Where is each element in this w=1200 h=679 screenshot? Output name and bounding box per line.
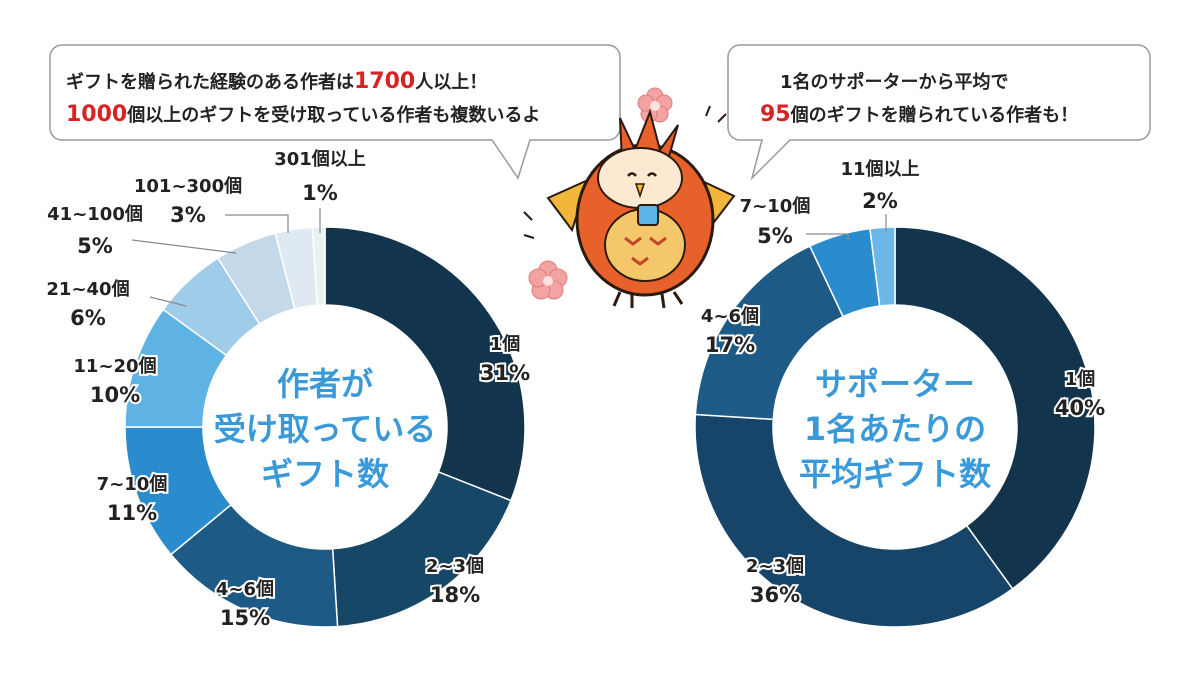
orange-owl-mascot-icon — [523, 87, 736, 309]
label-leader-line — [806, 233, 849, 241]
slice-category-label: 11~20個 — [73, 356, 156, 377]
slice-percent-label: 10% — [90, 383, 140, 407]
slice-percent-label: 40% — [1055, 396, 1105, 420]
slice-category-label: 301個以上 — [274, 149, 366, 170]
slice-percent-label: 18% — [430, 583, 480, 607]
slice-percent-label: 2% — [862, 189, 898, 213]
donut-center-title: 平均ギフト数 — [799, 455, 992, 493]
left-speech-bubble: ギフトを贈られた経験のある作者は1700人以上！ 1000個以上のギフトを受け取… — [49, 44, 621, 180]
slice-percent-label: 6% — [70, 306, 106, 330]
pink-flower-icon — [637, 87, 673, 123]
right-callout-line1: 1名のサポーターから平均で — [780, 71, 1009, 93]
slice-category-label: 101~300個 — [134, 176, 242, 197]
slice-category-label: 21~40個 — [46, 279, 129, 300]
left-callout-line2: 1000個以上のギフトを受け取っている作者も複数いるよ — [66, 102, 540, 127]
slice-percent-label: 5% — [757, 224, 793, 248]
label-leader-line — [131, 239, 237, 254]
donut-slice — [311, 226, 326, 307]
slice-category-label: 2~3個 — [746, 556, 804, 577]
slice-percent-label: 11% — [107, 501, 157, 525]
donut-center-title: 受け取っている — [214, 410, 436, 448]
slice-category-label: 4~6個 — [216, 579, 274, 600]
label-leader-line — [225, 214, 289, 233]
label-leader-line — [149, 296, 187, 307]
donut-slice — [694, 413, 1014, 628]
right-callout-line2: 95個のギフトを贈られている作者も！ — [760, 102, 1078, 127]
right-speech-bubble: 1名のサポーターから平均で 95個のギフトを贈られている作者も！ — [727, 44, 1151, 181]
slice-category-label: 1個 — [490, 334, 521, 355]
slice-percent-label: 5% — [77, 234, 113, 258]
slice-category-label: 4~6個 — [701, 306, 759, 327]
slice-percent-label: 36% — [750, 583, 800, 607]
donut-center-title: 1名あたりの — [804, 410, 986, 448]
slice-category-label: 7~10個 — [740, 196, 811, 217]
donut-center-title: サポーター — [815, 365, 975, 403]
donut-center-title: 作者が — [277, 365, 373, 403]
donut-slice — [324, 226, 526, 502]
slice-percent-label: 15% — [220, 606, 270, 630]
donut-slice — [869, 226, 896, 307]
donut-slice — [331, 470, 512, 628]
slice-category-label: 1個 — [1065, 369, 1096, 390]
donut-center-title: ギフト数 — [261, 455, 390, 493]
donut-slice — [894, 226, 1096, 590]
slice-percent-label: 17% — [705, 333, 755, 357]
slice-percent-label: 31% — [480, 361, 530, 385]
slice-category-label: 7~10個 — [97, 474, 168, 495]
slice-category-label: 2~3個 — [426, 556, 484, 577]
slice-category-label: 11個以上 — [840, 159, 919, 180]
slice-percent-label: 1% — [302, 181, 338, 205]
left-callout-line1: ギフトを贈られた経験のある作者は1700人以上！ — [66, 69, 487, 94]
slice-percent-label: 3% — [170, 203, 206, 227]
pink-flower-icon — [528, 260, 568, 300]
slice-category-label: 41~100個 — [47, 204, 143, 225]
